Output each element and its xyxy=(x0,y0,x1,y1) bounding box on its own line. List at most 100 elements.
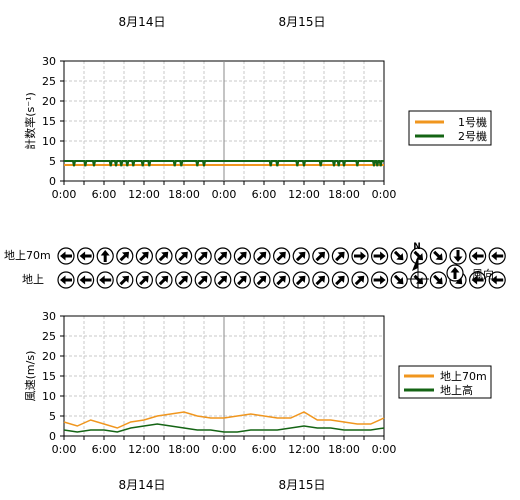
wind-arrow-glyph xyxy=(491,275,504,285)
wind-arrow-glyph xyxy=(158,251,169,262)
x-tick-label: 12:00 xyxy=(128,188,160,201)
wind-arrow xyxy=(273,247,291,265)
y-tick-label: 0 xyxy=(49,430,56,443)
wind-row-label-70m: 地上70m xyxy=(4,249,51,262)
wind-arrow-glyph xyxy=(433,250,443,261)
count-rate-legend: 1号機 2号機 xyxy=(408,110,492,146)
wind-arrow-shape xyxy=(433,250,443,261)
wind-arrow xyxy=(390,271,408,289)
wind-arrow xyxy=(57,271,75,289)
wind-arrow-glyph xyxy=(354,251,366,261)
wind-speed-y-axis-label: 風速(m/s) xyxy=(24,351,37,402)
wind-arrow-glyph xyxy=(100,250,110,262)
wind-arrow-shape xyxy=(373,251,386,261)
wind-arrow-shape xyxy=(197,251,208,262)
y-tick-label: 0 xyxy=(49,175,56,188)
wind-arrow-shape xyxy=(178,251,188,262)
wind-arrow xyxy=(76,247,95,265)
wind-arrow xyxy=(96,247,114,265)
footer-day2-label: 8月15日 xyxy=(279,478,326,492)
wind-arrow-shape xyxy=(373,275,386,285)
wind-arrow xyxy=(331,247,349,265)
wind-arrow xyxy=(410,247,428,265)
wind-arrow-shape xyxy=(197,275,208,286)
x-tick-label: 0:00 xyxy=(372,443,397,456)
wind-arrow-glyph xyxy=(217,251,228,262)
x-tick-label: 0:00 xyxy=(52,188,77,201)
wind-arrow-shape xyxy=(491,275,504,285)
wind-arrow-shape xyxy=(491,251,504,261)
wind-speed-line-2 xyxy=(63,423,385,433)
x-tick-label: 18:00 xyxy=(328,188,360,201)
series-line-2 xyxy=(64,160,384,167)
count-rate-series xyxy=(64,160,384,167)
footer-day1-label: 8月14日 xyxy=(119,478,166,492)
count-rate-y-axis-label: 計数率(s⁻¹) xyxy=(23,92,37,150)
wind-arrow-shape xyxy=(295,275,306,286)
wind-speed-x-ticks: 0:00 6:00 12:00 18:00 0:00 6:00 12:00 18:00 0:00 xyxy=(52,436,397,456)
wind-arrow-glyph xyxy=(491,251,504,261)
wind-arrow-shape xyxy=(139,251,149,262)
wind-legend-arrow xyxy=(446,264,464,282)
wind-arrow-shape xyxy=(471,251,484,261)
wind-arrow-glyph xyxy=(197,251,208,262)
wind-arrow-glyph xyxy=(393,250,404,261)
wind-arrow-rows xyxy=(57,247,506,289)
y-tick-label: 25 xyxy=(42,330,56,343)
wind-arrow xyxy=(273,271,291,289)
x-tick-label: 18:00 xyxy=(168,188,200,201)
wind-arrow xyxy=(253,271,271,289)
wind-arrow-glyph xyxy=(373,275,386,285)
wind-arrow xyxy=(390,247,408,265)
wind-arrow-shape xyxy=(354,251,366,261)
wind-arrow xyxy=(469,271,487,289)
wind-arrow xyxy=(488,247,506,265)
wind-arrow xyxy=(469,247,487,265)
y-tick-label: 10 xyxy=(42,135,56,148)
wind-arrow xyxy=(175,247,193,265)
x-tick-label: 0:00 xyxy=(372,188,397,201)
legend-label-70m: 地上70m xyxy=(440,370,487,383)
wind-arrow-shape xyxy=(119,275,130,286)
wind-arrow-shape xyxy=(433,274,443,285)
x-tick-label: 0:00 xyxy=(212,443,237,456)
wind-speed-y-ticks: 0 5 10 15 20 25 30 xyxy=(42,310,64,443)
x-tick-label: 12:00 xyxy=(288,188,320,201)
wind-arrow-glyph xyxy=(373,251,386,261)
wind-arrow xyxy=(116,247,134,265)
wind-arrow-glyph xyxy=(158,275,169,286)
x-tick-label: 12:00 xyxy=(288,443,320,456)
wind-arrow-glyph xyxy=(237,275,247,286)
wind-arrow-shape xyxy=(256,251,267,262)
y-tick-label: 5 xyxy=(49,155,56,168)
wind-arrow-shape xyxy=(139,275,149,286)
count-rate-legend-box xyxy=(408,110,492,146)
wind-legend-icon xyxy=(446,264,464,282)
header-day2-label: 8月15日 xyxy=(279,15,326,29)
wind-arrow-glyph xyxy=(315,275,326,286)
wind-arrow-shape xyxy=(256,275,267,286)
wind-speed-line-1 xyxy=(63,411,385,429)
wind-arrow-shape xyxy=(450,267,460,279)
wind-arrow-glyph xyxy=(315,251,326,262)
wind-arrow-glyph xyxy=(256,275,267,286)
wind-arrow-glyph xyxy=(119,251,130,262)
wind-arrow-shape xyxy=(335,275,345,286)
wind-arrow-glyph xyxy=(139,275,149,286)
wind-arrow-shape xyxy=(158,251,169,262)
wind-arrow xyxy=(194,271,212,289)
wind-arrow xyxy=(292,271,310,289)
y-tick-label: 30 xyxy=(42,55,56,68)
wind-arrow-shape xyxy=(315,251,326,262)
wind-arrow-shape xyxy=(276,275,286,286)
wind-arrow-shape xyxy=(315,275,326,286)
count-rate-chart: 0 5 10 15 20 25 30 0:00 6:00 12:00 18:00 0:00 6:00 1… xyxy=(23,55,492,201)
north-indicator: N xyxy=(407,242,429,288)
wind-arrow xyxy=(155,247,173,265)
wind-arrow-glyph xyxy=(276,251,286,262)
y-tick-label: 30 xyxy=(42,310,56,323)
wind-arrow-glyph xyxy=(295,251,306,262)
north-label: N xyxy=(413,242,421,252)
wind-arrow-glyph xyxy=(276,275,286,286)
wind-arrow-shape xyxy=(237,251,247,262)
